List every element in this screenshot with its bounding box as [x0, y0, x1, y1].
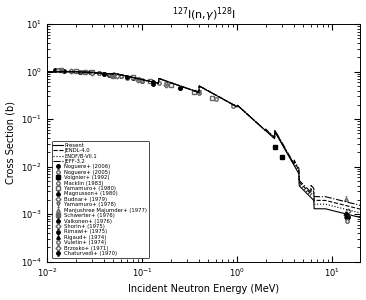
- Line: ENDF/B-VII.1: ENDF/B-VII.1: [47, 72, 361, 213]
- ENDF/B-VII.1: [235, 103, 239, 107]
- Line: JENDL-4.0: JENDL-4.0: [47, 72, 361, 209]
- JENDL-4.0: [315, 199, 319, 202]
- ENDF/B-VII.1: [315, 202, 319, 206]
- JENDL-4.0: [227, 100, 231, 104]
- JENDL-4.0: [235, 103, 239, 107]
- JEFF-3.2: [64, 70, 68, 74]
- Present: [283, 147, 287, 151]
- ENDF/B-VII.1: [45, 70, 49, 74]
- Legend: Present, JENDL-4.0, ENDF/B-VII.1, JEFF-3.2, Noguere+ (2006), Noguere+ (2005), Vo: Present, JENDL-4.0, ENDF/B-VII.1, JEFF-3…: [52, 141, 149, 258]
- JEFF-3.2: [45, 70, 49, 74]
- ENDF/B-VII.1: [283, 147, 287, 150]
- Present: [227, 100, 231, 104]
- Line: Present: Present: [47, 72, 361, 218]
- ENDF/B-VII.1: [227, 100, 231, 104]
- JEFF-3.2: [235, 103, 239, 107]
- JENDL-4.0: [244, 112, 249, 116]
- Line: JEFF-3.2: JEFF-3.2: [47, 72, 361, 206]
- Present: [244, 112, 249, 116]
- ENDF/B-VII.1: [358, 211, 363, 215]
- JEFF-3.2: [315, 195, 319, 198]
- JEFF-3.2: [358, 204, 363, 207]
- JEFF-3.2: [227, 100, 231, 104]
- Y-axis label: Cross Section (b): Cross Section (b): [5, 101, 16, 184]
- Present: [235, 103, 239, 107]
- Present: [358, 216, 363, 219]
- JENDL-4.0: [358, 207, 363, 211]
- X-axis label: Incident Neutron Energy (MeV): Incident Neutron Energy (MeV): [128, 284, 279, 294]
- ENDF/B-VII.1: [244, 112, 249, 116]
- Title: $^{127}$I(n,$\gamma$)$^{128}$I: $^{127}$I(n,$\gamma$)$^{128}$I: [172, 6, 236, 24]
- JEFF-3.2: [283, 146, 287, 149]
- ENDF/B-VII.1: [64, 70, 68, 74]
- JEFF-3.2: [244, 112, 249, 116]
- Present: [45, 70, 49, 74]
- Present: [315, 207, 319, 211]
- JENDL-4.0: [45, 70, 49, 74]
- JENDL-4.0: [64, 70, 68, 74]
- JENDL-4.0: [283, 146, 287, 150]
- Present: [64, 70, 68, 74]
